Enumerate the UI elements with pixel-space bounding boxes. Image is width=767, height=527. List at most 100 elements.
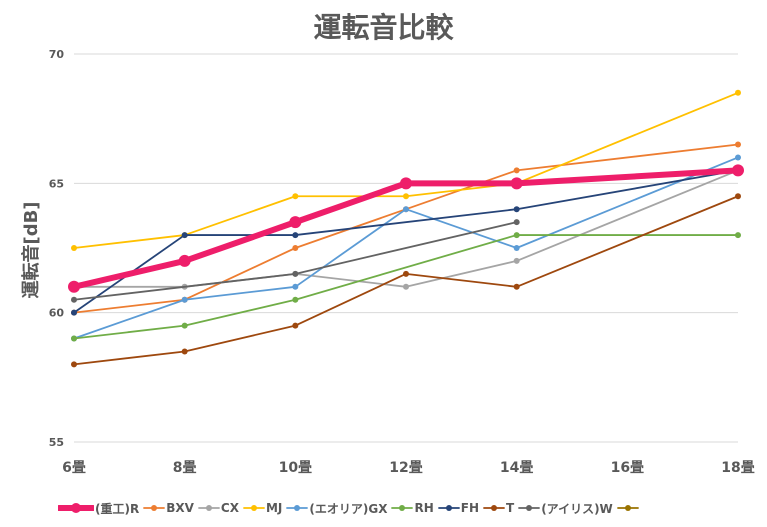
series-line-segment bbox=[73, 272, 297, 301]
series-line-segment bbox=[405, 272, 518, 288]
data-point bbox=[181, 232, 188, 239]
series-line-segment bbox=[515, 169, 739, 262]
y-tick-label: 65 bbox=[49, 177, 64, 190]
series-line-segment bbox=[71, 257, 188, 290]
data-point bbox=[513, 257, 520, 264]
series-0 bbox=[68, 164, 744, 293]
data-point bbox=[181, 296, 188, 303]
y-tick-label: 55 bbox=[49, 436, 64, 449]
data-point bbox=[68, 280, 80, 293]
data-point bbox=[71, 309, 77, 316]
series-line-segment bbox=[73, 234, 186, 249]
legend-item: (重工)R bbox=[58, 500, 139, 517]
legend-swatch bbox=[286, 505, 309, 511]
data-point bbox=[513, 232, 520, 239]
data-point bbox=[292, 296, 299, 303]
series-line-segment bbox=[183, 247, 297, 301]
series-line-segment bbox=[515, 169, 739, 211]
legend-label: MJ bbox=[265, 501, 283, 515]
legend-label: (エオリア)GX bbox=[309, 501, 388, 516]
series-line-segment bbox=[405, 208, 518, 249]
x-tick-label: 16畳 bbox=[611, 460, 644, 476]
data-point bbox=[403, 270, 409, 277]
series-line-segment bbox=[405, 260, 518, 288]
x-tick-label: 8畳 bbox=[173, 460, 197, 476]
x-tick-label: 18畳 bbox=[721, 460, 754, 476]
data-point bbox=[181, 348, 188, 355]
series-line-segment bbox=[294, 221, 518, 275]
data-point bbox=[292, 322, 299, 329]
series-line-segment bbox=[73, 350, 186, 366]
data-point bbox=[71, 245, 77, 251]
series-line-segment bbox=[515, 143, 739, 172]
data-point bbox=[289, 216, 302, 229]
data-point bbox=[400, 177, 412, 190]
x-tick-label: 14畳 bbox=[500, 460, 533, 476]
legend-item: FH bbox=[437, 501, 479, 515]
series-8 bbox=[71, 219, 520, 303]
legend-item: (エオリア)GX bbox=[286, 500, 387, 517]
legend-item bbox=[616, 502, 640, 514]
legend-label: T bbox=[506, 501, 515, 515]
y-tick-label: 60 bbox=[49, 307, 65, 320]
data-point bbox=[735, 141, 741, 148]
data-point bbox=[513, 206, 520, 213]
series-line-segment bbox=[513, 167, 741, 187]
data-point bbox=[403, 193, 409, 200]
data-point bbox=[292, 245, 299, 251]
data-point bbox=[513, 283, 520, 290]
series-line-segment bbox=[294, 208, 407, 288]
series-line-segment bbox=[292, 180, 409, 226]
data-point bbox=[292, 283, 299, 290]
legend-label: CX bbox=[220, 501, 239, 515]
legend-swatch bbox=[483, 505, 505, 511]
legend-swatch bbox=[58, 503, 94, 513]
series-line-segment bbox=[183, 195, 297, 236]
series-line-segment bbox=[73, 298, 186, 340]
legend-label: (重工)R bbox=[95, 501, 140, 516]
legend-swatch bbox=[518, 505, 541, 511]
x-tick-label: 10畳 bbox=[279, 460, 312, 476]
legend-swatch bbox=[243, 505, 265, 511]
legend-swatch bbox=[143, 505, 166, 511]
legend-label: FH bbox=[460, 501, 479, 515]
y-tick-labels: 55 60 65 70 bbox=[49, 48, 65, 449]
legend-item: MJ bbox=[243, 501, 282, 515]
legend-item: T bbox=[483, 501, 514, 515]
data-point bbox=[403, 283, 409, 290]
legend-label: RH bbox=[414, 501, 434, 515]
legend-label: BXV bbox=[166, 501, 194, 515]
x-tick-label: 12畳 bbox=[389, 460, 422, 476]
data-point bbox=[735, 232, 741, 239]
series-line-segment bbox=[183, 324, 297, 353]
legend: (重工)R BXV CX MJ (エオリア)GX RH FH T (アイリス)W bbox=[58, 497, 767, 519]
data-point bbox=[71, 296, 77, 303]
data-point bbox=[71, 361, 77, 368]
data-point bbox=[513, 219, 520, 226]
data-point bbox=[510, 177, 523, 190]
series-line-segment bbox=[294, 272, 407, 327]
y-tick-label: 70 bbox=[49, 48, 65, 61]
legend-item: RH bbox=[391, 501, 434, 515]
series-line-segment bbox=[183, 298, 297, 327]
legend-swatch bbox=[437, 505, 460, 511]
data-point bbox=[735, 89, 741, 96]
series-3 bbox=[71, 89, 741, 251]
series-line-segment bbox=[294, 234, 518, 301]
series-line-segment bbox=[73, 324, 186, 340]
series-line-segment bbox=[515, 91, 739, 185]
data-point bbox=[292, 232, 299, 239]
legend-item: CX bbox=[198, 501, 239, 515]
data-point bbox=[71, 335, 77, 342]
series-layer bbox=[68, 89, 744, 368]
chart-title: 運転音比較 bbox=[313, 11, 454, 44]
data-point bbox=[735, 154, 741, 161]
data-point bbox=[178, 254, 191, 267]
data-point bbox=[292, 270, 299, 277]
series-line-segment bbox=[181, 219, 299, 264]
series-6 bbox=[71, 167, 741, 316]
data-point bbox=[403, 206, 409, 213]
data-point bbox=[735, 193, 741, 200]
legend-swatch bbox=[616, 505, 639, 511]
